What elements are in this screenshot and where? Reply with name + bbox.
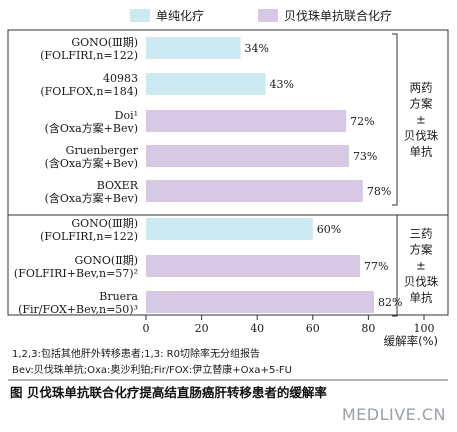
legend: 单纯化疗 贝伐珠单抗联合化疗 [130, 8, 392, 23]
value-label-3: 73% [353, 150, 377, 163]
group-bracket-1 [392, 214, 398, 317]
legend-swatch-series-1 [258, 9, 278, 22]
value-label-5: 60% [317, 223, 341, 236]
group-label-1-line-3: 贝伐珠 [404, 275, 439, 289]
value-label-1: 43% [270, 78, 294, 91]
watermark: MEDLIVE.CN [342, 405, 446, 424]
group-label-0-line-4: 单抗 [410, 145, 433, 159]
group-label-0-line-3: 贝伐珠 [404, 129, 439, 143]
group-label-1-line-1: 方案 [410, 243, 433, 257]
group-label-0-line-2: ± [416, 113, 426, 127]
category-label-0-line-0: GONO(Ⅲ期) [71, 36, 138, 49]
figure-caption: 图 贝伐珠单抗联合化疗提高结直肠癌肝转移患者的缓解率 [10, 385, 327, 400]
category-label-4-line-1: (含Oxa方案+Bev) [45, 191, 138, 205]
value-label-2: 72% [350, 115, 374, 128]
x-tick-label-3: 60 [306, 322, 320, 335]
category-label-2-line-0: Doi¹ [115, 109, 138, 122]
category-label-7-line-0: Bruera [99, 290, 138, 303]
group-label-0-line-1: 方案 [410, 97, 433, 111]
category-label-6-line-1: (FOLFIRI+Bev,n=57)² [14, 267, 138, 280]
value-labels: 34% 43% 72% 73% 78% 60% 77% 82% [245, 42, 403, 309]
bar-5 [146, 218, 313, 240]
footnote-line-2: Bev:贝伐珠单抗;Oxa:奥沙利铂;Fir/FOX:伊立替康+Oxa+5-FU [12, 363, 292, 376]
category-label-3-line-1: (含Oxa方案+Bev) [45, 156, 138, 170]
category-label-7-line-1: (Fir/FOX+Bev,n=50)³ [18, 303, 138, 316]
legend-label-series-1: 贝伐珠单抗联合化疗 [284, 8, 392, 23]
bar-4 [146, 180, 363, 202]
bar-7 [146, 291, 374, 313]
x-tick-label-4: 80 [361, 322, 375, 335]
bar-6 [146, 255, 361, 277]
value-label-7: 82% [378, 296, 402, 309]
category-label-6-line-0: GONO(Ⅱ期) [74, 254, 138, 267]
group-label-0-line-0: 两药 [410, 81, 433, 95]
x-axis: 0 20 40 60 80 100 [143, 315, 435, 335]
bar-0 [146, 37, 241, 59]
group-label-1-line-4: 单抗 [410, 291, 433, 305]
category-label-4-line-0: BOXER [97, 179, 139, 192]
x-axis-label: 缓解率(%) [384, 334, 438, 348]
value-label-4: 78% [367, 185, 391, 198]
x-tick-label-1: 20 [195, 322, 209, 335]
group-bracket-0 [392, 33, 398, 206]
category-label-2-line-1: (含Oxa方案+Bev) [45, 121, 138, 135]
bars [146, 37, 374, 313]
value-label-6: 77% [364, 260, 388, 273]
x-tick-label-0: 0 [143, 322, 150, 335]
category-label-0-line-1: (FOLFIRI,n=122) [40, 49, 138, 62]
legend-label-series-0: 单纯化疗 [156, 9, 204, 23]
x-tick-label-2: 40 [250, 322, 264, 335]
category-label-5-line-1: (FOLFIRI,n=122) [40, 230, 138, 243]
group-label-1-line-0: 三药 [410, 227, 433, 241]
group-label-1-line-2: ± [416, 259, 426, 273]
footnote-line-1: 1,2,3:包括其他肝外转移患者;1,3: R0切除率无分组报告 [12, 347, 260, 360]
bar-1 [146, 73, 266, 95]
category-labels: GONO(Ⅲ期)(FOLFIRI,n=122)40983(FOLFOX,n=18… [14, 36, 139, 316]
category-label-1-line-1: (FOLFOX,n=184) [40, 85, 138, 98]
x-tick-label-5: 100 [414, 322, 435, 335]
category-label-3-line-0: Gruenberger [66, 144, 139, 157]
value-label-0: 34% [245, 42, 269, 55]
legend-swatch-series-0 [130, 9, 150, 22]
bar-3 [146, 145, 349, 167]
category-label-5-line-0: GONO(Ⅲ期) [71, 217, 138, 230]
plot-frame [7, 29, 449, 316]
category-label-1-line-0: 40983 [103, 72, 138, 85]
bar-2 [146, 110, 347, 132]
